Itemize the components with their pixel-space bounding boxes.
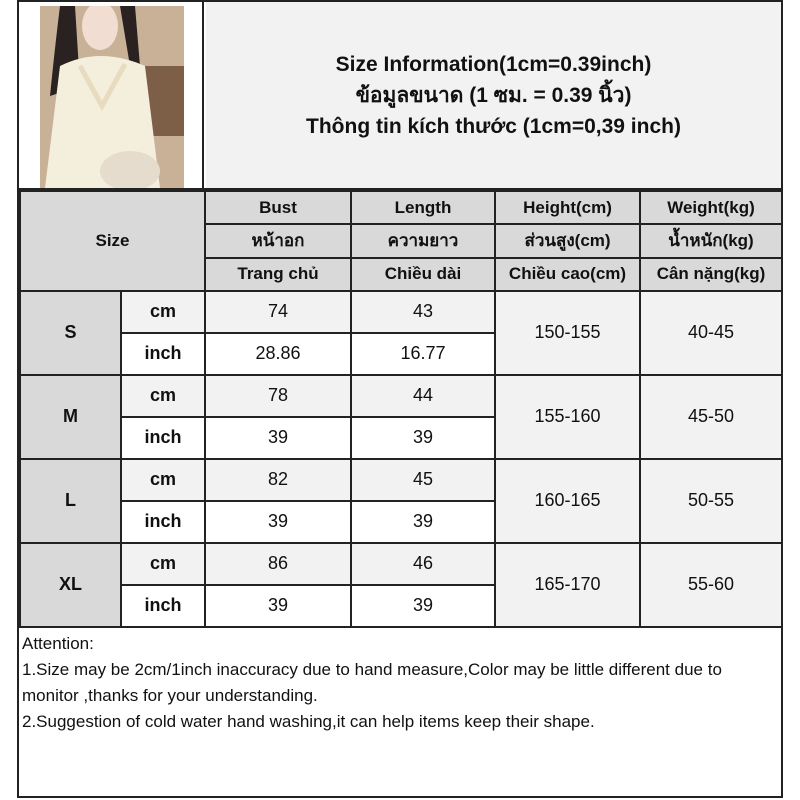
bust-inch: 39	[204, 415, 352, 460]
size-header: Size	[19, 190, 206, 292]
unit-cm: cm	[120, 289, 206, 334]
length-cm: 45	[350, 457, 496, 502]
header-weight-thai: น้ำหนัก(kg)	[639, 223, 783, 259]
attention-heading: Attention:	[22, 634, 94, 653]
length-inch: 16.77	[350, 331, 496, 376]
size-label: M	[19, 373, 122, 460]
header-height-vi: Chiều cao(cm)	[494, 256, 641, 292]
header-length-vi: Chiều dài	[350, 256, 496, 292]
size-label: L	[19, 457, 122, 544]
weight-range: 40-45	[639, 289, 783, 376]
title-thai: ข้อมูลขนาด (1 ซม. = 0.39 นิ้ว)	[355, 83, 632, 107]
height-range: 165-170	[494, 541, 641, 628]
chart-header: Size Information(1cm=0.39inch) ข้อมูลขนา…	[19, 2, 781, 190]
unit-inch: inch	[120, 499, 206, 544]
attention-notes: Attention: 1.Size may be 2cm/1inch inacc…	[19, 629, 781, 798]
header-length-thai: ความยาว	[350, 223, 496, 259]
length-inch: 39	[350, 415, 496, 460]
table-row-cm: M cm 78 44 155-160 45-50	[19, 373, 783, 460]
title-english: Size Information(1cm=0.39inch)	[335, 52, 652, 76]
header-height: Height(cm)	[494, 189, 641, 226]
product-photo-cell	[19, 2, 204, 188]
header-height-thai: ส่วนสูง(cm)	[494, 223, 641, 259]
table-row-cm: S cm 74 43 150-155 40-45	[19, 289, 783, 376]
bust-inch: 28.86	[204, 331, 352, 376]
header-weight-vi: Cân nặng(kg)	[639, 256, 783, 292]
size-info-title: Size Information(1cm=0.39inch) ข้อมูลขนา…	[206, 2, 781, 188]
table-row-inch: inch 28.86 16.77	[20, 331, 782, 376]
header-length: Length	[350, 189, 496, 226]
header-bust-thai: หน้าอก	[204, 223, 352, 259]
weight-range: 50-55	[639, 457, 783, 544]
length-inch: 39	[350, 499, 496, 544]
attention-note-1: 1.Size may be 2cm/1inch inaccuracy due t…	[22, 660, 722, 705]
table-row-cm: L cm 82 45 160-165 50-55	[19, 457, 783, 544]
length-cm: 44	[350, 373, 496, 418]
size-chart: Size Information(1cm=0.39inch) ข้อมูลขนา…	[17, 0, 783, 798]
unit-cm: cm	[120, 541, 206, 586]
size-label: S	[19, 289, 122, 376]
product-photo	[40, 6, 184, 188]
weight-range: 45-50	[639, 373, 783, 460]
table-row-cm: XL cm 86 46 165-170 55-60	[19, 541, 783, 628]
bust-inch: 39	[204, 583, 352, 628]
unit-inch: inch	[120, 331, 206, 376]
length-inch: 39	[350, 583, 496, 628]
bust-cm: 86	[204, 541, 352, 586]
size-label: XL	[19, 541, 122, 628]
height-range: 150-155	[494, 289, 641, 376]
header-bust: Bust	[204, 189, 352, 226]
table-row-inch: inch 39 39	[20, 415, 782, 460]
height-range: 155-160	[494, 373, 641, 460]
unit-inch: inch	[120, 583, 206, 628]
weight-range: 55-60	[639, 541, 783, 628]
bust-cm: 74	[204, 289, 352, 334]
unit-inch: inch	[120, 415, 206, 460]
size-table: Size Bust Length Height(cm) Weight(kg) ห…	[19, 189, 783, 628]
table-row-inch: inch 39 39	[20, 583, 782, 628]
header-bust-vi: Trang chủ	[204, 256, 352, 292]
header-weight: Weight(kg)	[639, 189, 783, 226]
attention-note-2: 2.Suggestion of cold water hand washing,…	[22, 712, 595, 731]
bust-cm: 78	[204, 373, 352, 418]
title-vietnamese: Thông tin kích thước (1cm=0,39 inch)	[306, 114, 681, 138]
unit-cm: cm	[120, 373, 206, 418]
bust-inch: 39	[204, 499, 352, 544]
unit-cm: cm	[120, 457, 206, 502]
length-cm: 43	[350, 289, 496, 334]
height-range: 160-165	[494, 457, 641, 544]
table-row-inch: inch 39 39	[20, 499, 782, 544]
length-cm: 46	[350, 541, 496, 586]
bust-cm: 82	[204, 457, 352, 502]
